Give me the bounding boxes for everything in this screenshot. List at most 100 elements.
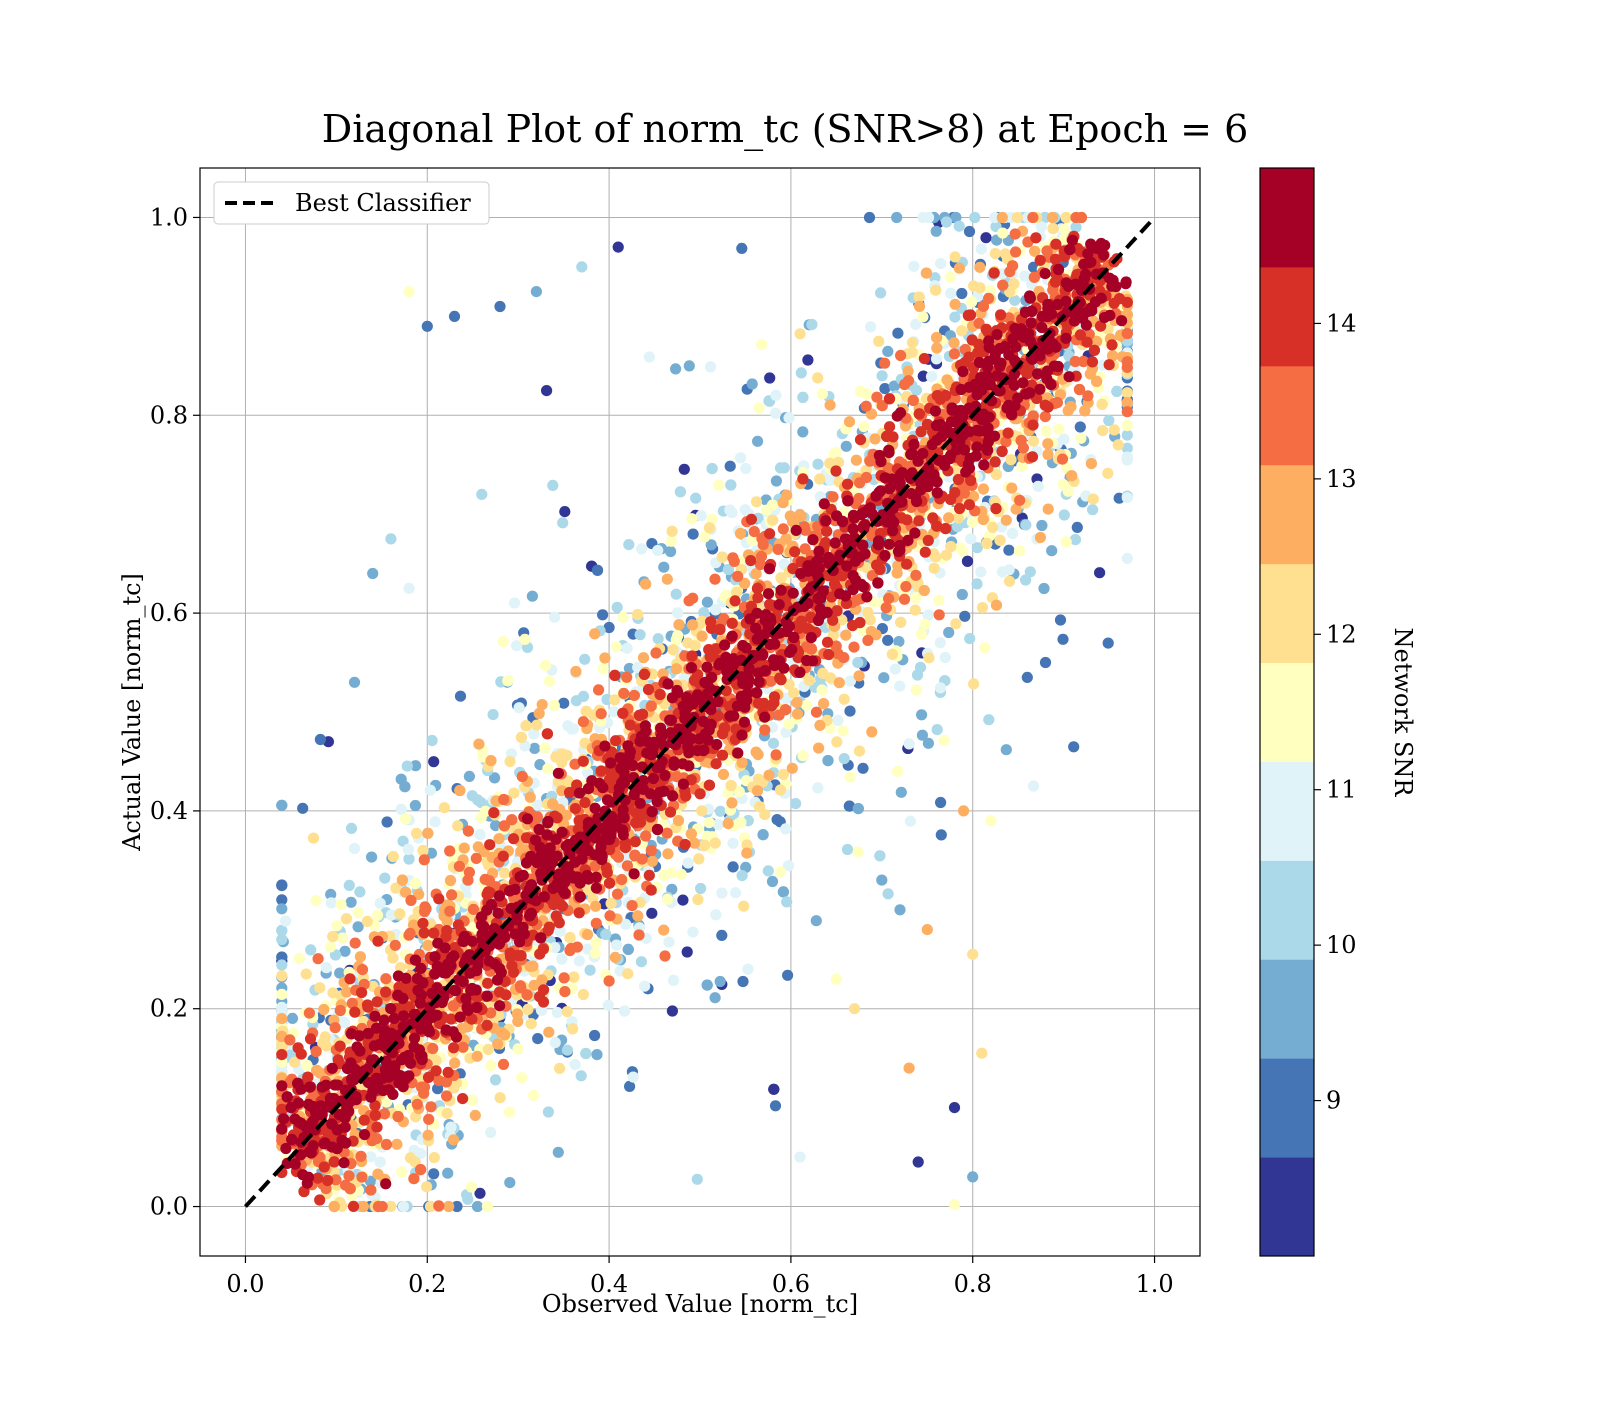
- scatter-point: [627, 900, 638, 911]
- scatter-point: [467, 790, 478, 801]
- scatter-point: [508, 967, 519, 978]
- scatter-point: [692, 1174, 703, 1185]
- scatter-point: [953, 513, 964, 524]
- scatter-point: [509, 597, 520, 608]
- scatter-point: [983, 714, 994, 725]
- scatter-point: [422, 828, 433, 839]
- scatter-point: [675, 486, 686, 497]
- scatter-point: [442, 1108, 453, 1119]
- scatter-point: [578, 989, 589, 1000]
- scatter-point: [684, 360, 695, 371]
- scatter-point: [976, 244, 987, 255]
- scatter-point: [831, 736, 842, 747]
- scatter-point: [781, 490, 792, 501]
- scatter-point: [879, 358, 890, 369]
- scatter-point: [964, 226, 975, 237]
- scatter-point: [705, 361, 716, 372]
- scatter-point: [455, 691, 466, 702]
- scatter-point: [679, 464, 690, 475]
- scatter-point: [276, 959, 287, 970]
- scatter-point: [596, 708, 607, 719]
- scatter-point: [949, 1102, 960, 1113]
- scatter-point: [425, 785, 436, 796]
- scatter-point: [673, 815, 684, 826]
- scatter-point: [1010, 228, 1021, 239]
- scatter-point: [421, 1181, 432, 1192]
- scatter-point: [787, 763, 798, 774]
- scatter-point: [599, 652, 610, 663]
- scatter-point: [578, 756, 589, 767]
- scatter-point: [866, 726, 877, 737]
- scatter-point: [950, 251, 961, 262]
- scatter-point: [380, 973, 391, 984]
- scatter-point: [646, 908, 657, 919]
- scatter-point: [704, 817, 715, 828]
- scatter-point: [985, 815, 996, 826]
- scatter-point: [1075, 421, 1086, 432]
- scatter-point: [875, 287, 886, 298]
- scatter-point: [737, 757, 748, 768]
- scatter-point: [428, 1168, 439, 1179]
- scatter-point: [851, 455, 862, 466]
- scatter-point: [907, 337, 918, 348]
- scatter-point: [330, 1022, 341, 1033]
- scatter-point: [449, 1058, 460, 1069]
- scatter-point: [714, 624, 725, 635]
- scatter-point: [504, 756, 515, 767]
- scatter-point: [726, 797, 737, 808]
- scatter-point: [350, 938, 361, 949]
- scatter-point: [517, 771, 528, 782]
- scatter-point: [644, 870, 655, 881]
- scatter-point: [516, 732, 527, 743]
- scatter-point: [1047, 223, 1058, 234]
- scatter-point: [671, 589, 682, 600]
- scatter-point: [877, 370, 888, 381]
- scatter-point: [844, 416, 855, 427]
- scatter-point: [920, 547, 931, 558]
- scatter-point: [854, 670, 865, 681]
- scatter-point: [433, 1200, 444, 1211]
- scatter-point: [646, 701, 657, 712]
- scatter-point: [355, 951, 366, 962]
- scatter-point: [385, 533, 396, 544]
- scatter-point: [670, 363, 681, 374]
- scatter-point: [727, 838, 738, 849]
- scatter-point: [375, 898, 386, 909]
- scatter-point: [441, 1090, 452, 1101]
- scatter-point: [284, 1034, 295, 1045]
- scatter-point: [504, 1177, 515, 1188]
- scatter-point: [980, 232, 991, 243]
- scatter-point: [923, 652, 934, 663]
- scatter-point: [393, 1111, 404, 1122]
- scatter-point: [643, 684, 654, 695]
- scatter-point: [327, 931, 338, 942]
- scatter-point: [862, 607, 873, 618]
- scatter-point: [484, 839, 495, 850]
- scatter-point: [892, 328, 903, 339]
- scatter-point: [964, 499, 975, 510]
- scatter-point: [459, 843, 470, 854]
- scatter-point: [989, 267, 1000, 278]
- scatter-point: [276, 800, 287, 811]
- scatter-point: [727, 552, 738, 563]
- scatter-point: [610, 735, 621, 746]
- scatter-point: [853, 846, 864, 857]
- scatter-point: [899, 594, 910, 605]
- scatter-point: [562, 1045, 573, 1056]
- scatter-point: [1022, 672, 1033, 683]
- scatter-point: [506, 814, 517, 825]
- scatter-point: [405, 1152, 416, 1163]
- scatter-point: [775, 784, 786, 795]
- scatter-point: [782, 970, 793, 981]
- scatter-point: [845, 772, 856, 783]
- scatter-point: [590, 901, 601, 912]
- scatter-point: [366, 852, 377, 863]
- chart-title: Diagonal Plot of norm_tc (SNR>8) at Epoc…: [322, 107, 1249, 152]
- scatter-point: [922, 924, 933, 935]
- scatter-point: [1122, 328, 1133, 339]
- scatter-point: [839, 753, 850, 764]
- scatter-point: [405, 928, 416, 939]
- scatter-point: [516, 1072, 527, 1083]
- scatter-point: [613, 242, 624, 253]
- scatter-point: [610, 952, 621, 963]
